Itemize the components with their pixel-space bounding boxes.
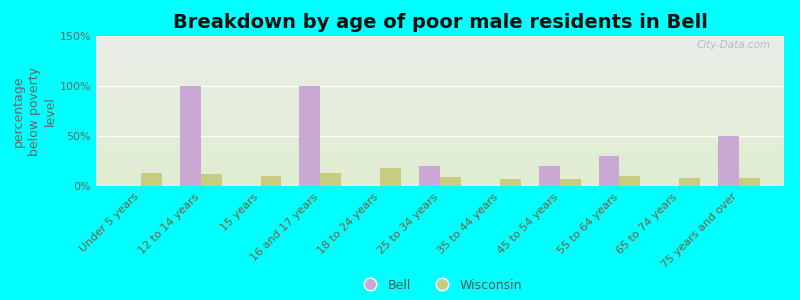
Bar: [380, 168, 401, 186]
Bar: [739, 178, 760, 186]
Legend: Bell, Wisconsin: Bell, Wisconsin: [353, 274, 527, 297]
Bar: [679, 178, 700, 186]
Bar: [320, 173, 342, 186]
Bar: [201, 174, 222, 186]
Bar: [500, 179, 521, 186]
Bar: [598, 156, 619, 186]
Bar: [299, 86, 320, 186]
Bar: [419, 166, 440, 186]
Bar: [538, 166, 560, 186]
Bar: [141, 173, 162, 186]
Bar: [718, 136, 739, 186]
Bar: [619, 176, 641, 186]
Bar: [180, 86, 201, 186]
Text: City-Data.com: City-Data.com: [696, 40, 770, 50]
Y-axis label: percentage
below poverty
level: percentage below poverty level: [12, 67, 57, 155]
Bar: [560, 179, 581, 186]
Title: Breakdown by age of poor male residents in Bell: Breakdown by age of poor male residents …: [173, 13, 707, 32]
Bar: [261, 176, 282, 186]
Bar: [440, 177, 461, 186]
